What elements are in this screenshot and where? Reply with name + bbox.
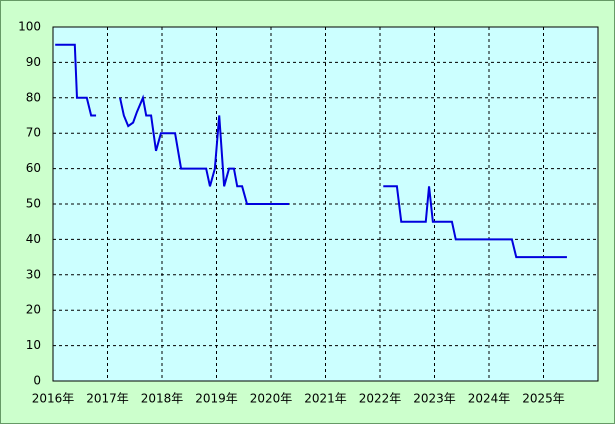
y-tick-label: 60 <box>26 161 41 175</box>
x-tick-label: 2023年 <box>413 392 456 406</box>
data-line <box>55 43 567 259</box>
x-tick-label: 2022年 <box>359 392 402 406</box>
y-tick-label: 100 <box>18 20 41 34</box>
y-tick-label: 0 <box>33 374 41 388</box>
y-tick-label: 20 <box>26 303 41 317</box>
y-tick-label: 70 <box>26 126 41 140</box>
x-tick-label: 2020年 <box>250 392 293 406</box>
y-tick-label: 10 <box>26 338 41 352</box>
x-tick-label: 2019年 <box>195 392 238 406</box>
x-tick-label: 2021年 <box>304 392 347 406</box>
x-tick-label: 2024年 <box>468 392 511 406</box>
x-tick-label: 2025年 <box>522 392 565 406</box>
y-tick-label: 90 <box>26 55 41 69</box>
x-tick-label: 2018年 <box>141 392 184 406</box>
plot-border <box>52 26 599 382</box>
y-tick-label: 50 <box>26 197 41 211</box>
x-tick-label: 2016年 <box>32 392 75 406</box>
x-tick-label: 2017年 <box>86 392 129 406</box>
y-tick-label: 30 <box>26 267 41 281</box>
y-tick-label: 80 <box>26 90 41 104</box>
y-tick-label: 40 <box>26 232 41 246</box>
